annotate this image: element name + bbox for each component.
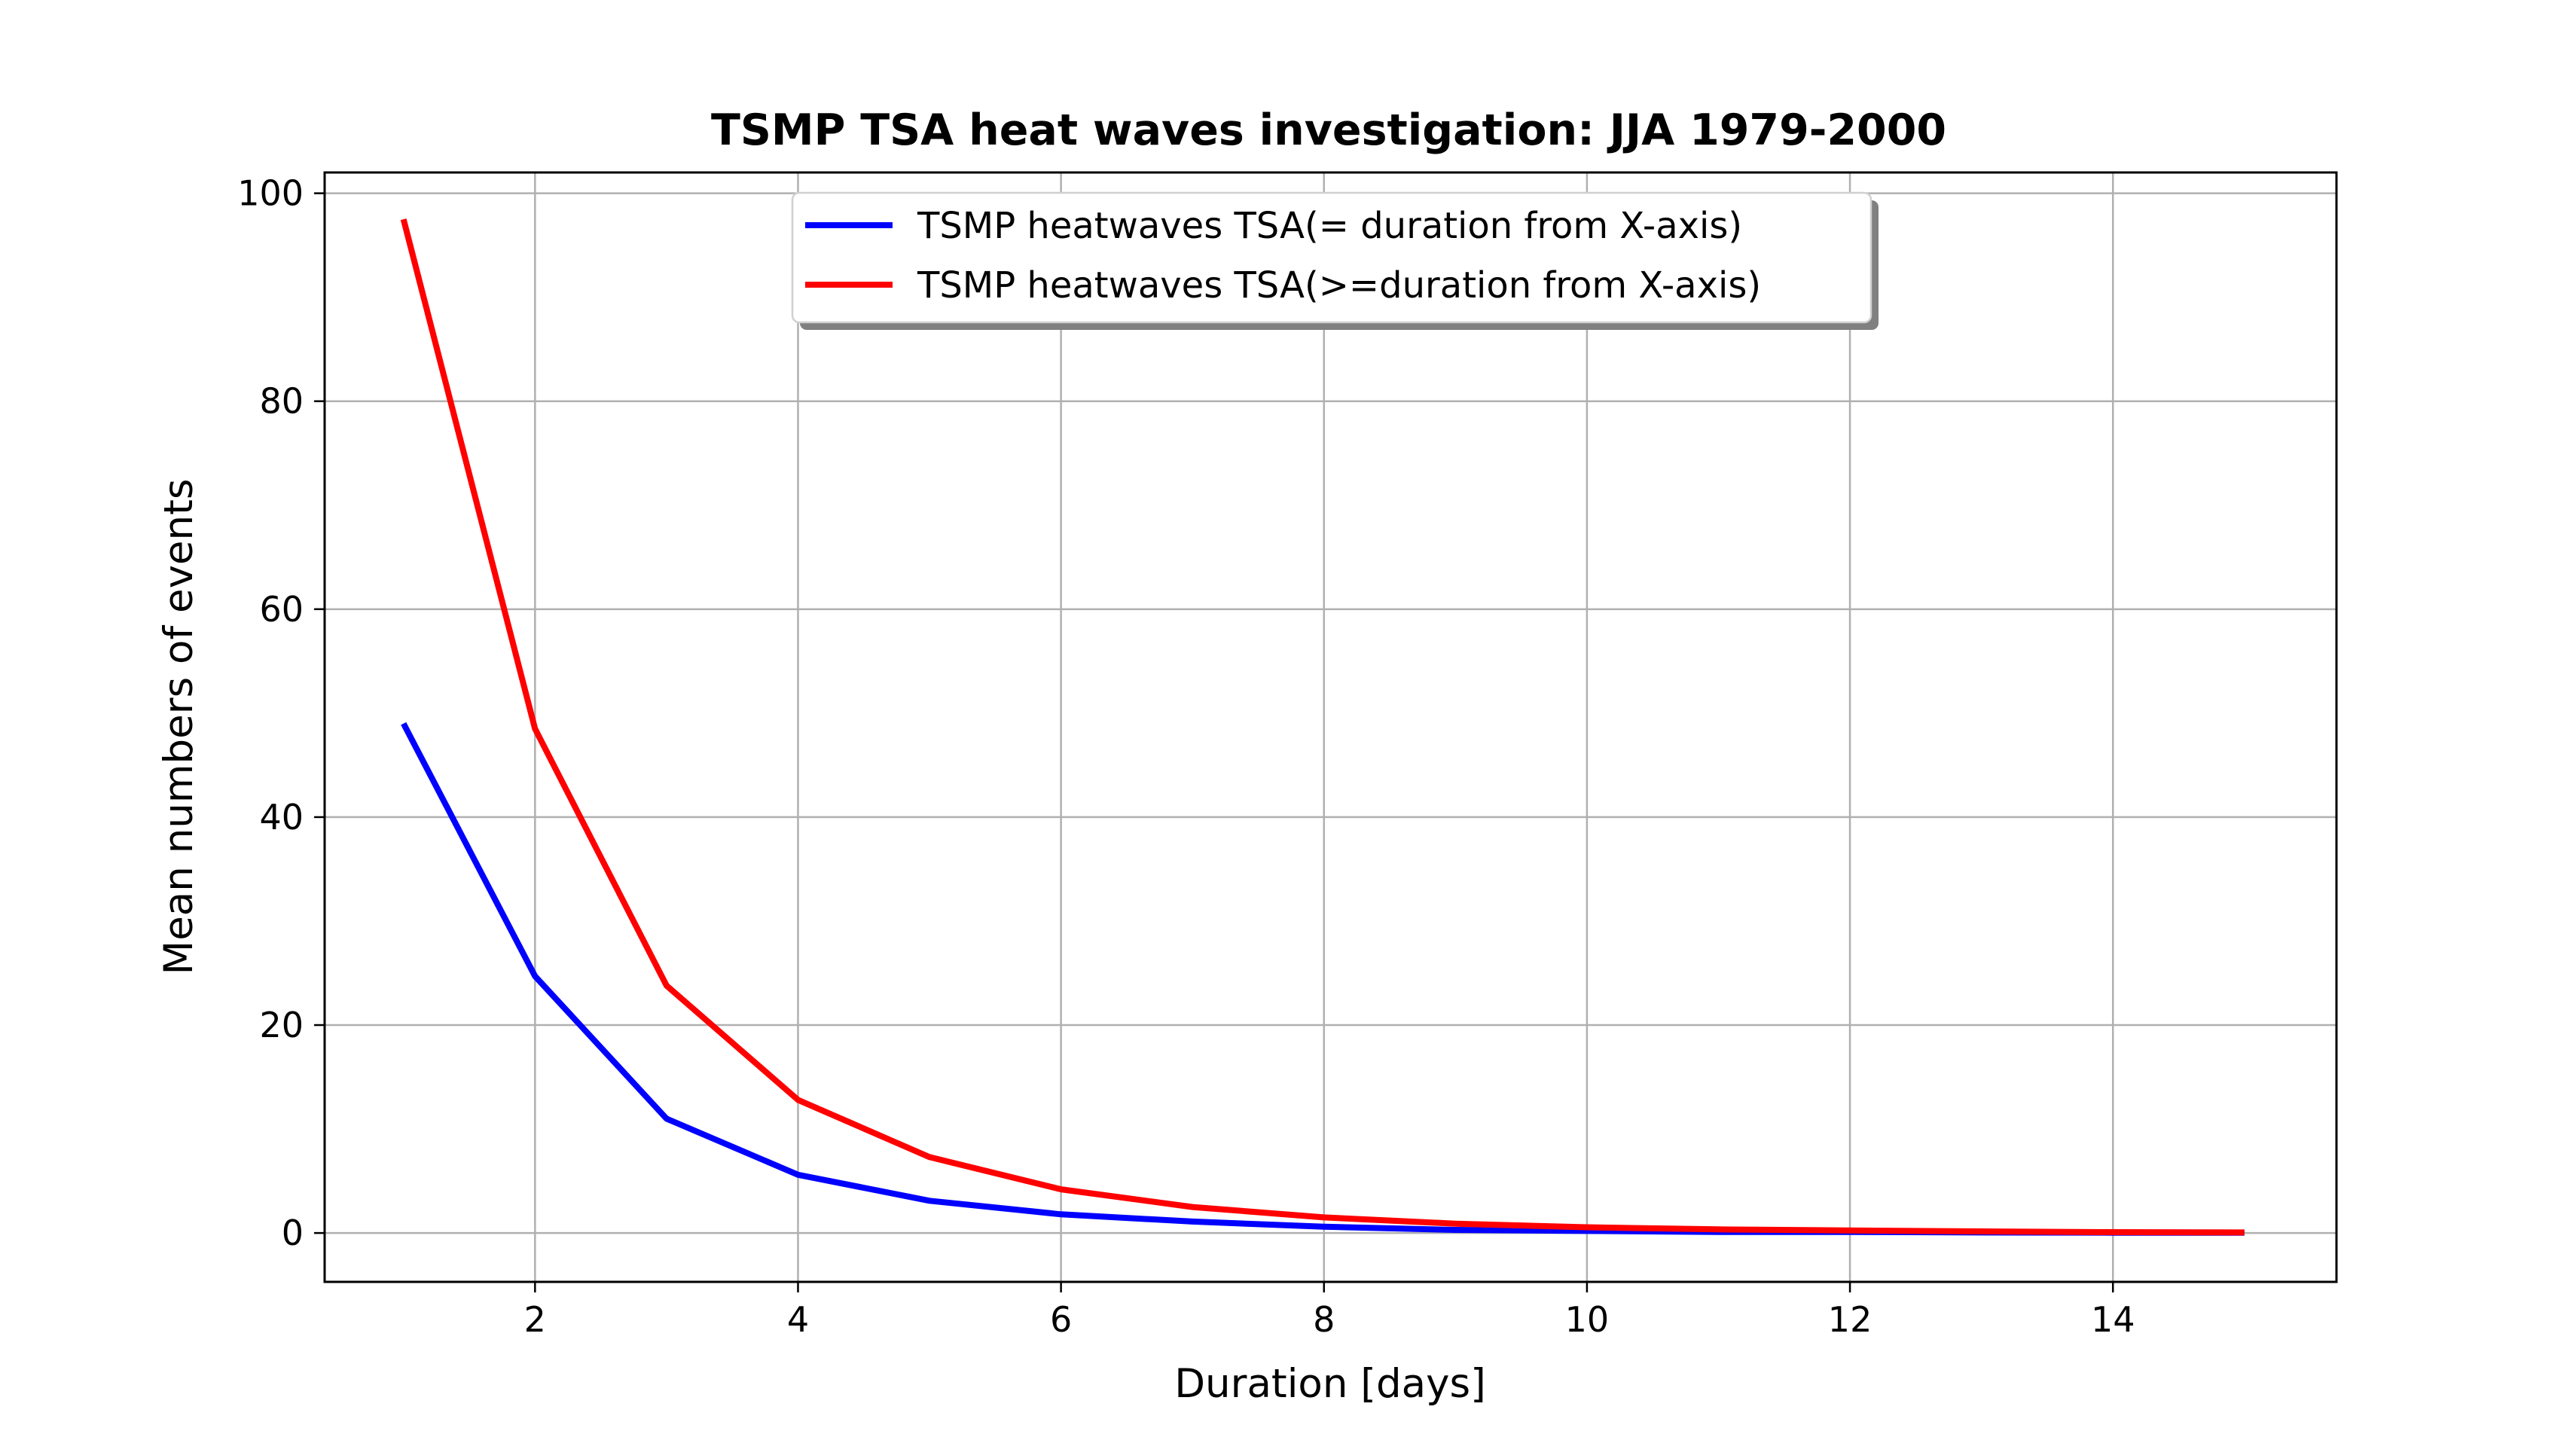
series-line-min-duration bbox=[400, 218, 2245, 1236]
y-tick-label: 20 bbox=[259, 1005, 304, 1045]
chart-title: TSMP TSA heat waves investigation: JJA 1… bbox=[711, 105, 1946, 155]
grid bbox=[325, 172, 2336, 1282]
y-axis-label: Mean numbers of events bbox=[156, 478, 202, 975]
x-tick-label: 12 bbox=[1828, 1299, 1872, 1340]
y-tick-label: 100 bbox=[237, 173, 304, 214]
x-tick-label: 4 bbox=[787, 1299, 809, 1340]
y-tick-label: 40 bbox=[259, 797, 304, 838]
legend: TSMP heatwaves TSA(= duration from X-axi… bbox=[791, 191, 1879, 330]
x-tick-label: 2 bbox=[524, 1299, 546, 1340]
plot-frame bbox=[323, 171, 2338, 1283]
y-tick-label: 0 bbox=[282, 1213, 304, 1253]
y-tick-label: 60 bbox=[259, 589, 304, 630]
legend-label-min-duration: TSMP heatwaves TSA(>=duration from X-axi… bbox=[917, 264, 1761, 307]
x-tick-label: 10 bbox=[1565, 1299, 1610, 1340]
x-tick-label: 6 bbox=[1050, 1299, 1072, 1340]
y-tick-label: 80 bbox=[259, 381, 304, 422]
axis-ticks: 2 4 6 8 10 12 14 0 20 40 60 80 100 bbox=[237, 173, 2135, 1340]
series-lines bbox=[400, 218, 2245, 1236]
legend-box bbox=[791, 191, 1872, 324]
legend-label-equal-duration: TSMP heatwaves TSA(= duration from X-axi… bbox=[917, 205, 1742, 247]
x-tick-label: 14 bbox=[2091, 1299, 2135, 1340]
x-axis-label: Duration [days] bbox=[1174, 1361, 1486, 1407]
x-tick-label: 8 bbox=[1313, 1299, 1335, 1340]
